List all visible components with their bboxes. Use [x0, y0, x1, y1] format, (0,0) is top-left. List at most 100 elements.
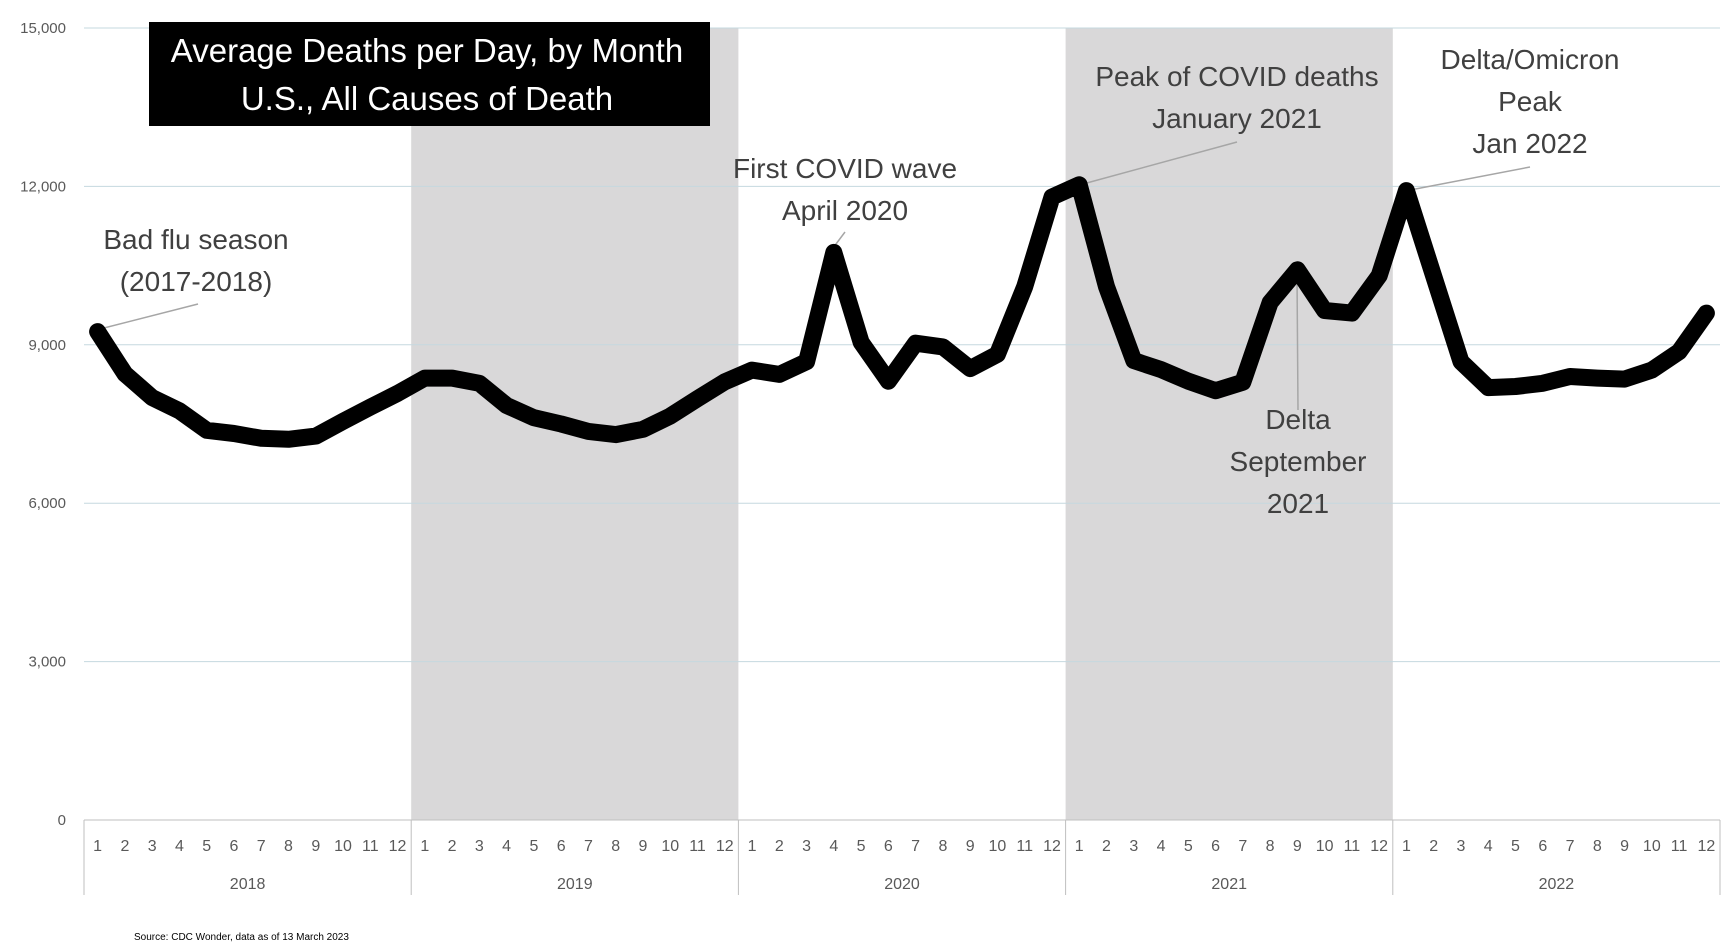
month-tick-label: 3 — [1129, 838, 1138, 855]
annotation-leader — [1404, 166, 1531, 192]
month-tick-label: 1 — [93, 838, 102, 855]
shade-band-2021 — [1065, 28, 1393, 820]
month-tick-label: 3 — [1457, 838, 1466, 855]
month-tick-label: 6 — [1211, 838, 1220, 855]
month-tick-label: 1 — [1075, 838, 1084, 855]
month-tick-label: 9 — [1293, 838, 1302, 855]
month-tick-label: 11 — [1671, 838, 1688, 855]
annotation-text: Peak — [1498, 86, 1563, 117]
year-label-2022: 2022 — [1539, 876, 1575, 893]
annotation-text: September — [1230, 446, 1367, 477]
month-tick-label: 9 — [311, 838, 320, 855]
month-tick-label: 7 — [1566, 838, 1575, 855]
annotation-text: (2017-2018) — [120, 266, 273, 297]
month-tick-label: 12 — [389, 838, 407, 855]
annotation-leader — [1296, 274, 1299, 411]
chart-title: Average Deaths per Day, by Month U.S., A… — [149, 22, 710, 126]
month-tick-label: 7 — [1238, 838, 1247, 855]
month-tick-label: 7 — [911, 838, 920, 855]
month-tick-label: 10 — [1316, 838, 1334, 855]
month-tick-label: 4 — [1157, 838, 1166, 855]
month-tick-label: 12 — [1697, 838, 1715, 855]
month-tick-label: 10 — [989, 838, 1007, 855]
title-line-2: U.S., All Causes of Death — [241, 80, 613, 117]
y-tick-label: 0 — [58, 812, 66, 829]
annotation-text: January 2021 — [1152, 103, 1322, 134]
month-tick-label: 10 — [334, 838, 352, 855]
month-tick-label: 7 — [257, 838, 266, 855]
y-tick-label: 12,000 — [20, 178, 66, 195]
month-tick-label: 4 — [502, 838, 511, 855]
annotation-leader — [1082, 141, 1238, 185]
month-tick-label: 2 — [448, 838, 457, 855]
month-tick-label: 12 — [1370, 838, 1388, 855]
month-tick-label: 4 — [829, 838, 838, 855]
annotation-text: Delta/Omicron — [1441, 44, 1620, 75]
month-tick-label: 9 — [1620, 838, 1629, 855]
month-tick-label: 11 — [689, 838, 706, 855]
annotation-text: April 2020 — [782, 195, 908, 226]
month-tick-label: 7 — [584, 838, 593, 855]
month-tick-label: 5 — [202, 838, 211, 855]
month-tick-label: 5 — [1511, 838, 1520, 855]
month-tick-label: 9 — [639, 838, 648, 855]
annotation-leader — [99, 303, 199, 330]
month-tick-label: 8 — [938, 838, 947, 855]
month-tick-label: 3 — [475, 838, 484, 855]
month-tick-label: 2 — [1429, 838, 1438, 855]
year-label-2018: 2018 — [230, 876, 266, 893]
month-tick-label: 10 — [1643, 838, 1661, 855]
month-tick-label: 6 — [1538, 838, 1547, 855]
month-tick-label: 6 — [884, 838, 893, 855]
month-tick-label: 3 — [148, 838, 157, 855]
annotation-text: Delta — [1265, 404, 1331, 435]
y-tick-label: 9,000 — [28, 337, 66, 354]
annotation-text: Peak of COVID deaths — [1095, 61, 1378, 92]
title-line-1: Average Deaths per Day, by Month — [171, 32, 683, 69]
month-tick-label: 2 — [775, 838, 784, 855]
month-tick-label: 9 — [966, 838, 975, 855]
year-label-2020: 2020 — [884, 876, 920, 893]
annotation-leaders — [99, 141, 1531, 411]
month-tick-label: 2 — [1102, 838, 1111, 855]
year-label-2021: 2021 — [1211, 876, 1247, 893]
month-tick-label: 2 — [120, 838, 129, 855]
month-tick-label: 1 — [1402, 838, 1411, 855]
annotation-text: 2021 — [1267, 488, 1329, 519]
month-tick-label: 4 — [1484, 838, 1493, 855]
month-tick-label: 5 — [529, 838, 538, 855]
month-tick-label: 8 — [1266, 838, 1275, 855]
month-tick-label: 11 — [1016, 838, 1033, 855]
year-label-2019: 2019 — [557, 876, 593, 893]
annotations: Bad flu season (2017-2018) First COVID wav… — [103, 44, 1619, 519]
month-tick-label: 3 — [802, 838, 811, 855]
month-tick-label: 12 — [716, 838, 734, 855]
month-tick-label: 1 — [420, 838, 429, 855]
source-note: Source: CDC Wonder, data as of 13 March … — [134, 932, 349, 943]
annotation-text: Jan 2022 — [1472, 128, 1587, 159]
title-background — [149, 22, 710, 126]
month-tick-label: 6 — [557, 838, 566, 855]
month-tick-label: 12 — [1043, 838, 1061, 855]
month-tick-label: 5 — [1184, 838, 1193, 855]
month-tick-label: 11 — [1344, 838, 1361, 855]
month-tick-label: 11 — [362, 838, 379, 855]
annotation-text: Bad flu season — [103, 224, 288, 255]
month-tick-label: 4 — [175, 838, 184, 855]
month-tick-label: 5 — [857, 838, 866, 855]
y-tick-label: 6,000 — [28, 495, 66, 512]
month-tick-label: 10 — [661, 838, 679, 855]
series-line — [89, 176, 1715, 448]
month-tick-label: 6 — [230, 838, 239, 855]
y-axis-ticks: 0 3,000 6,000 9,000 12,000 15,000 — [20, 20, 66, 829]
month-tick-label: 1 — [748, 838, 757, 855]
month-tick-label: 8 — [1593, 838, 1602, 855]
annotation-text: First COVID wave — [733, 153, 957, 184]
y-tick-label: 3,000 — [28, 654, 66, 671]
y-tick-label: 15,000 — [20, 20, 66, 37]
month-tick-label: 8 — [284, 838, 293, 855]
shaded-year-bands — [411, 28, 1393, 820]
month-tick-label: 8 — [611, 838, 620, 855]
